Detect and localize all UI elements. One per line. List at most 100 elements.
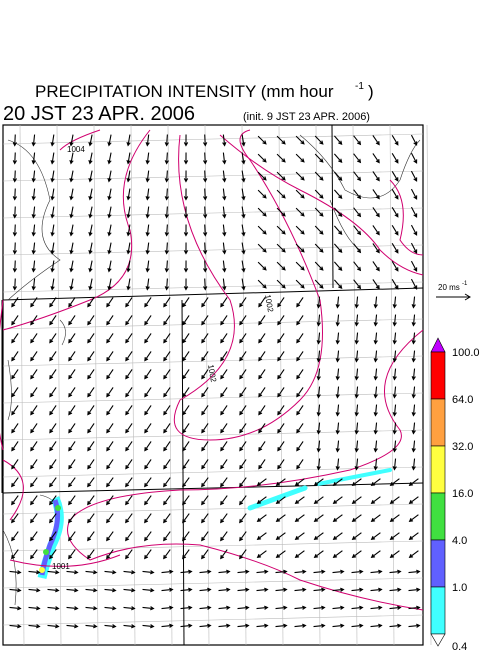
- wind-arrow: [277, 459, 285, 470]
- wind-arrow: [104, 588, 117, 593]
- wind-arrow: [408, 587, 421, 592]
- colorbar-bin: [430, 398, 446, 447]
- wind-arrow: [370, 623, 383, 628]
- wind-arrow: [180, 569, 193, 574]
- wind-arrow: [333, 243, 343, 253]
- wind-arrow: [183, 134, 189, 147]
- title-sup: -1: [355, 81, 364, 92]
- wind-arrow: [49, 405, 57, 416]
- wind-arrow: [47, 624, 60, 629]
- wind-arrow: [313, 514, 324, 522]
- wind-arrow: [257, 243, 267, 253]
- wind-arrow: [314, 171, 324, 181]
- wind-arrow: [11, 333, 19, 344]
- wind-arrow: [332, 550, 343, 558]
- wind-arrow: [11, 387, 19, 398]
- wind-arrow: [125, 423, 133, 434]
- wind-arrow: [351, 550, 362, 558]
- wind-arrow: [202, 242, 208, 255]
- wind-arrow: [164, 134, 169, 147]
- wind-arrow: [258, 459, 266, 470]
- wind-arrow: [180, 623, 193, 628]
- lat-line: [2, 287, 424, 301]
- wind-arrow: [125, 459, 133, 470]
- wind-arrow: [373, 368, 378, 381]
- wind-arrow: [202, 224, 208, 237]
- wind-arrow: [87, 423, 95, 434]
- wind-arrow: [145, 224, 150, 237]
- wind-arrow: [332, 514, 343, 522]
- grid-line: [2, 392, 424, 404]
- wind-arrow: [183, 224, 189, 237]
- precip-band: [316, 468, 392, 486]
- wind-arrow: [145, 170, 150, 183]
- wind-arrow: [372, 225, 380, 236]
- wind-arrow: [276, 153, 286, 163]
- wind-arrow: [296, 315, 304, 326]
- wind-arrow: [313, 569, 326, 574]
- wind-arrow: [257, 225, 267, 235]
- wind-arrow: [123, 606, 136, 611]
- wind-arrow: [50, 188, 55, 201]
- wind-arrow: [313, 478, 324, 486]
- wind-arrow: [31, 206, 36, 219]
- colorbar-over: [430, 337, 446, 353]
- precip-cell: [39, 567, 45, 573]
- grid-line: [2, 614, 424, 626]
- wind-arrow: [50, 134, 55, 147]
- wind-arrow: [144, 531, 152, 542]
- wind-arrow: [183, 188, 189, 201]
- isobar: [219, 134, 424, 276]
- wind-arrow: [107, 224, 112, 237]
- wind-arrow: [87, 531, 95, 542]
- wind-arrow: [180, 587, 193, 592]
- wind-arrow: [145, 188, 150, 201]
- wind-arrow: [316, 368, 321, 381]
- wind-arrow: [276, 207, 286, 217]
- wind-arrow: [239, 351, 247, 362]
- grid-line: [130, 124, 136, 646]
- wind-arrow: [332, 623, 345, 628]
- wind-arrow: [182, 387, 190, 398]
- wind-arrow: [354, 440, 359, 453]
- wind-arrow: [277, 369, 285, 380]
- wind-arrow: [294, 605, 307, 610]
- map: 1004 1002 1002 1001: [0, 124, 432, 646]
- wind-arrow: [123, 570, 136, 575]
- wind-arrow: [392, 314, 397, 327]
- wind-arrow: [12, 260, 18, 273]
- wind-arrow: [11, 513, 19, 524]
- wind-arrow: [277, 315, 285, 326]
- wind-arrow: [222, 278, 227, 291]
- grid-line: [2, 540, 424, 552]
- wind-arrow: [220, 531, 228, 542]
- wind-arrow: [31, 224, 36, 237]
- wind-arrow: [126, 206, 131, 219]
- wind-arrow: [164, 260, 169, 273]
- wind-arrow: [313, 550, 324, 558]
- wind-arrow: [199, 623, 212, 628]
- wind-arrow: [126, 278, 131, 291]
- wind-arrow: [31, 170, 36, 183]
- wind-arrow: [373, 314, 378, 327]
- wind-arrow: [87, 513, 95, 524]
- grid-line: [2, 577, 424, 589]
- wind-scale-label: 20 ms: [438, 283, 460, 292]
- wind-arrow: [87, 405, 95, 416]
- wind-arrow: [201, 477, 209, 488]
- grid-line: [2, 355, 424, 367]
- wind-arrow: [277, 423, 285, 434]
- wind-arrow: [106, 351, 114, 362]
- colorbar-label: 16.0: [452, 488, 473, 500]
- wind-arrow: [144, 297, 152, 308]
- time: 20 JST 23 APR. 2006: [3, 103, 195, 125]
- wind-arrow: [314, 189, 324, 199]
- title-end: ): [368, 82, 374, 101]
- wind-arrow: [373, 386, 378, 399]
- grid-line: [167, 124, 173, 646]
- wind-arrow: [313, 532, 324, 540]
- wind-scale: 20 ms -1: [436, 281, 471, 301]
- wind-arrow: [164, 206, 169, 219]
- wind-arrow: [391, 243, 399, 254]
- wind-arrow: [258, 369, 266, 380]
